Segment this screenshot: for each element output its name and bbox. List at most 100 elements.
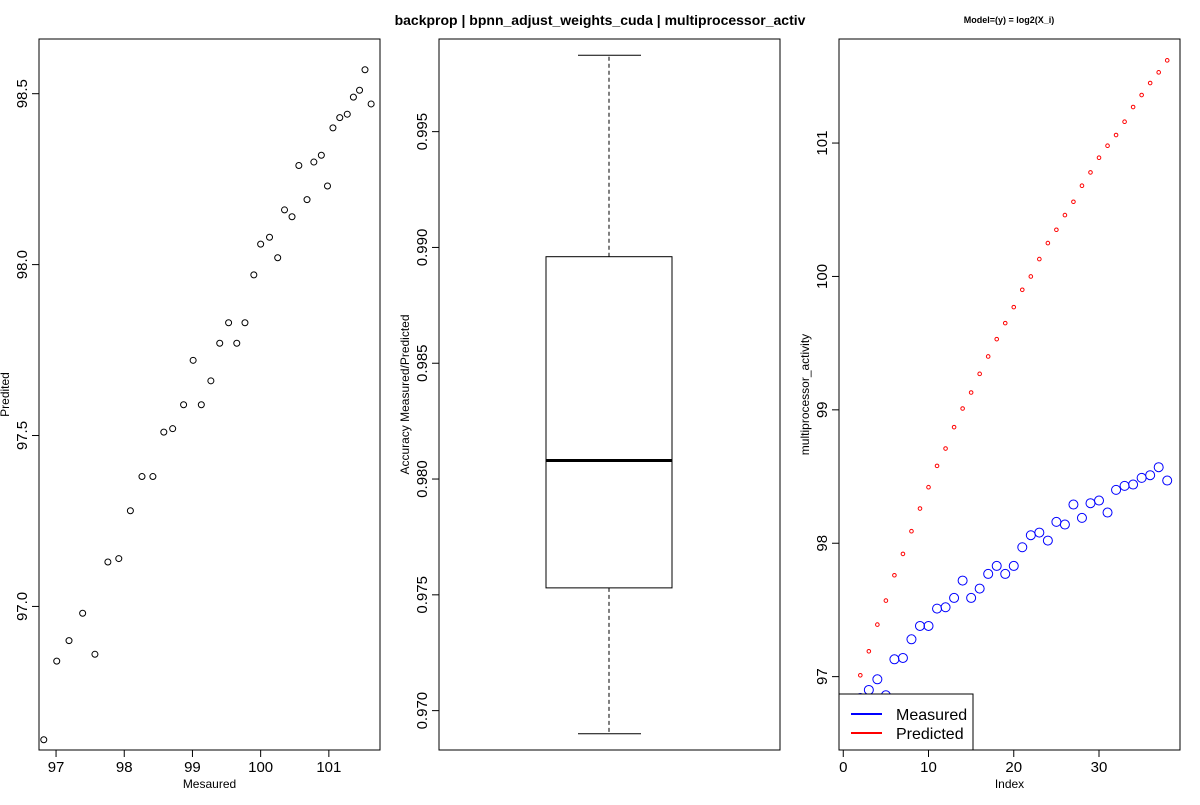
measured-point bbox=[1145, 470, 1156, 481]
data-point bbox=[295, 161, 303, 169]
predicted-point bbox=[1071, 199, 1076, 205]
predicted-point bbox=[1139, 92, 1144, 98]
x-tick-label: 101 bbox=[316, 759, 341, 776]
measured-point bbox=[1068, 499, 1079, 510]
predicted-point bbox=[1054, 227, 1059, 233]
measured-point bbox=[1076, 512, 1087, 523]
predicted-point bbox=[1079, 183, 1085, 189]
data-point bbox=[281, 206, 289, 214]
data-point bbox=[91, 650, 99, 658]
legend: Measured Predicted bbox=[838, 693, 974, 751]
x-tick-label: 100 bbox=[248, 759, 273, 776]
measured-point bbox=[983, 568, 994, 579]
predicted-point bbox=[1096, 155, 1102, 161]
y-tick-label: 97 bbox=[814, 668, 831, 685]
measured-point bbox=[966, 592, 977, 603]
measured-vs-predicted-panel: 97 98 99 100 101 97.0 97.5 98.0 98.5 Mesaured Pred… bbox=[0, 38, 381, 791]
x-tick-label: 30 bbox=[1091, 759, 1108, 776]
predicted-point bbox=[934, 463, 940, 469]
measured-point bbox=[906, 634, 917, 645]
predicted-point bbox=[1037, 256, 1042, 262]
predicted-point bbox=[1019, 287, 1025, 293]
y-tick-label: 97.0 bbox=[14, 592, 31, 621]
x-tick-label: 99 bbox=[184, 759, 201, 776]
data-point bbox=[317, 151, 325, 159]
measured-point bbox=[1111, 484, 1122, 495]
y-tick-label: 101 bbox=[814, 131, 831, 156]
x-axis-label: Index bbox=[995, 777, 1024, 791]
data-point bbox=[323, 182, 331, 190]
measured-point bbox=[974, 583, 985, 594]
data-point bbox=[343, 110, 351, 118]
data-point bbox=[149, 473, 157, 481]
predicted-point bbox=[977, 371, 982, 377]
measured-point bbox=[1034, 527, 1045, 538]
predicted-point bbox=[866, 648, 872, 654]
data-point bbox=[257, 240, 265, 248]
x-tick-label: 98 bbox=[116, 759, 133, 776]
data-point bbox=[349, 93, 357, 101]
iqr-box bbox=[545, 256, 673, 589]
data-point bbox=[104, 558, 112, 566]
predicted-point bbox=[1045, 240, 1051, 246]
predicted-point bbox=[985, 354, 991, 359]
measured-point bbox=[889, 654, 900, 665]
measured-point bbox=[897, 652, 908, 663]
predicted-point bbox=[943, 446, 948, 451]
predicted-point bbox=[909, 528, 914, 534]
data-point bbox=[138, 473, 146, 481]
y-tick-label: 0.975 bbox=[414, 576, 431, 614]
measured-point bbox=[932, 603, 943, 614]
plot-frame bbox=[838, 38, 1181, 751]
data-point bbox=[197, 401, 205, 409]
measured-point bbox=[1017, 542, 1028, 553]
measured-point bbox=[872, 674, 883, 685]
measured-point bbox=[1162, 475, 1173, 486]
predicted-point bbox=[994, 336, 1000, 342]
data-point bbox=[115, 555, 123, 563]
predicted-point bbox=[1164, 58, 1170, 63]
measured-point bbox=[957, 575, 968, 586]
predicted-point bbox=[1113, 132, 1119, 138]
data-point bbox=[329, 124, 337, 132]
data-point bbox=[180, 401, 188, 409]
predicted-point bbox=[926, 484, 931, 490]
measured-point bbox=[1119, 480, 1130, 491]
predicted-point bbox=[858, 672, 863, 678]
measured-point bbox=[949, 592, 960, 603]
data-point bbox=[274, 254, 282, 262]
predicted-point bbox=[960, 406, 965, 411]
predicted-point bbox=[1147, 80, 1153, 86]
predicted-point bbox=[892, 572, 897, 578]
index-series-panel: 0 10 20 30 97 98 99 100 101 Index multiprocessor_a… bbox=[798, 38, 1181, 791]
main-title: backprop | bpnn_adjust_weights_cuda | mu… bbox=[395, 12, 806, 28]
predicted-point bbox=[1028, 274, 1034, 279]
measured-point bbox=[1042, 535, 1053, 546]
measured-point bbox=[863, 684, 874, 695]
measured-point bbox=[1153, 462, 1164, 473]
data-point bbox=[189, 356, 197, 364]
data-point bbox=[250, 271, 258, 279]
x-tick-label: 20 bbox=[1005, 759, 1022, 776]
y-tick-label: 98.0 bbox=[14, 250, 31, 279]
plot-frame bbox=[438, 38, 781, 751]
data-point bbox=[225, 319, 233, 327]
y-tick-label: 98 bbox=[814, 535, 831, 552]
measured-point bbox=[1128, 479, 1139, 490]
y-axis-label: multiprocessor_activity bbox=[798, 334, 812, 455]
legend-box bbox=[838, 693, 974, 751]
predicted-point bbox=[1156, 70, 1161, 75]
legend-label-predicted: Predicted bbox=[896, 726, 964, 743]
predicted-point bbox=[1105, 143, 1110, 149]
measured-point bbox=[914, 620, 925, 631]
x-axis-label: Mesaured bbox=[183, 777, 236, 791]
x-tick-label: 0 bbox=[839, 759, 847, 776]
predicted-point bbox=[968, 390, 974, 395]
measured-point bbox=[1136, 472, 1147, 483]
data-point bbox=[361, 66, 369, 74]
data-point bbox=[310, 158, 318, 166]
data-point bbox=[336, 114, 344, 122]
measured-point bbox=[923, 620, 934, 631]
